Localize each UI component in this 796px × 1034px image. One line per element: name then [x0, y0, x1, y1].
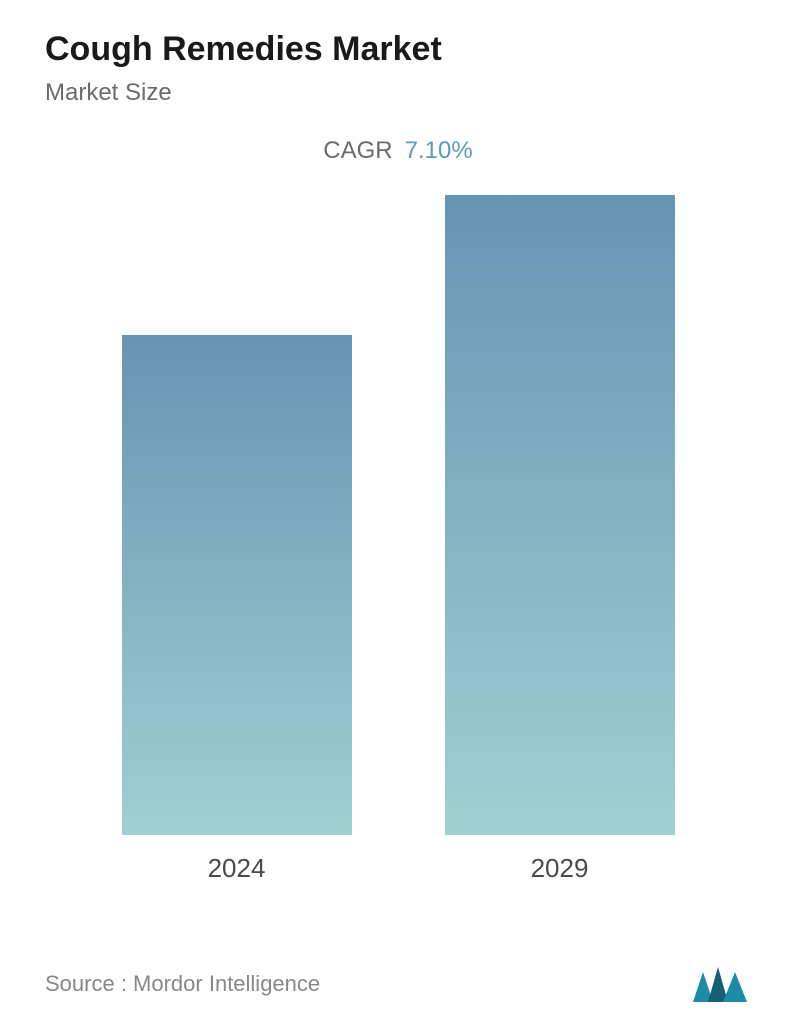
- bar-group-0: 2024: [122, 335, 352, 884]
- cagr-row: CAGR 7.10%: [45, 137, 751, 165]
- chart-subtitle: Market Size: [45, 79, 751, 107]
- chart-title: Cough Remedies Market: [45, 30, 751, 69]
- footer: Source : Mordor Intelligence: [45, 964, 751, 1004]
- bar-label-0: 2024: [208, 853, 266, 884]
- cagr-value: 7.10%: [405, 137, 473, 165]
- cagr-label: CAGR: [323, 137, 392, 165]
- bar-group-1: 2029: [445, 195, 675, 884]
- bar-0: [122, 335, 352, 835]
- bar-1: [445, 195, 675, 835]
- source-text: Source : Mordor Intelligence: [45, 971, 320, 997]
- chart-area: 2024 2029: [45, 205, 751, 885]
- brand-logo-icon: [691, 964, 751, 1004]
- bar-label-1: 2029: [531, 853, 589, 884]
